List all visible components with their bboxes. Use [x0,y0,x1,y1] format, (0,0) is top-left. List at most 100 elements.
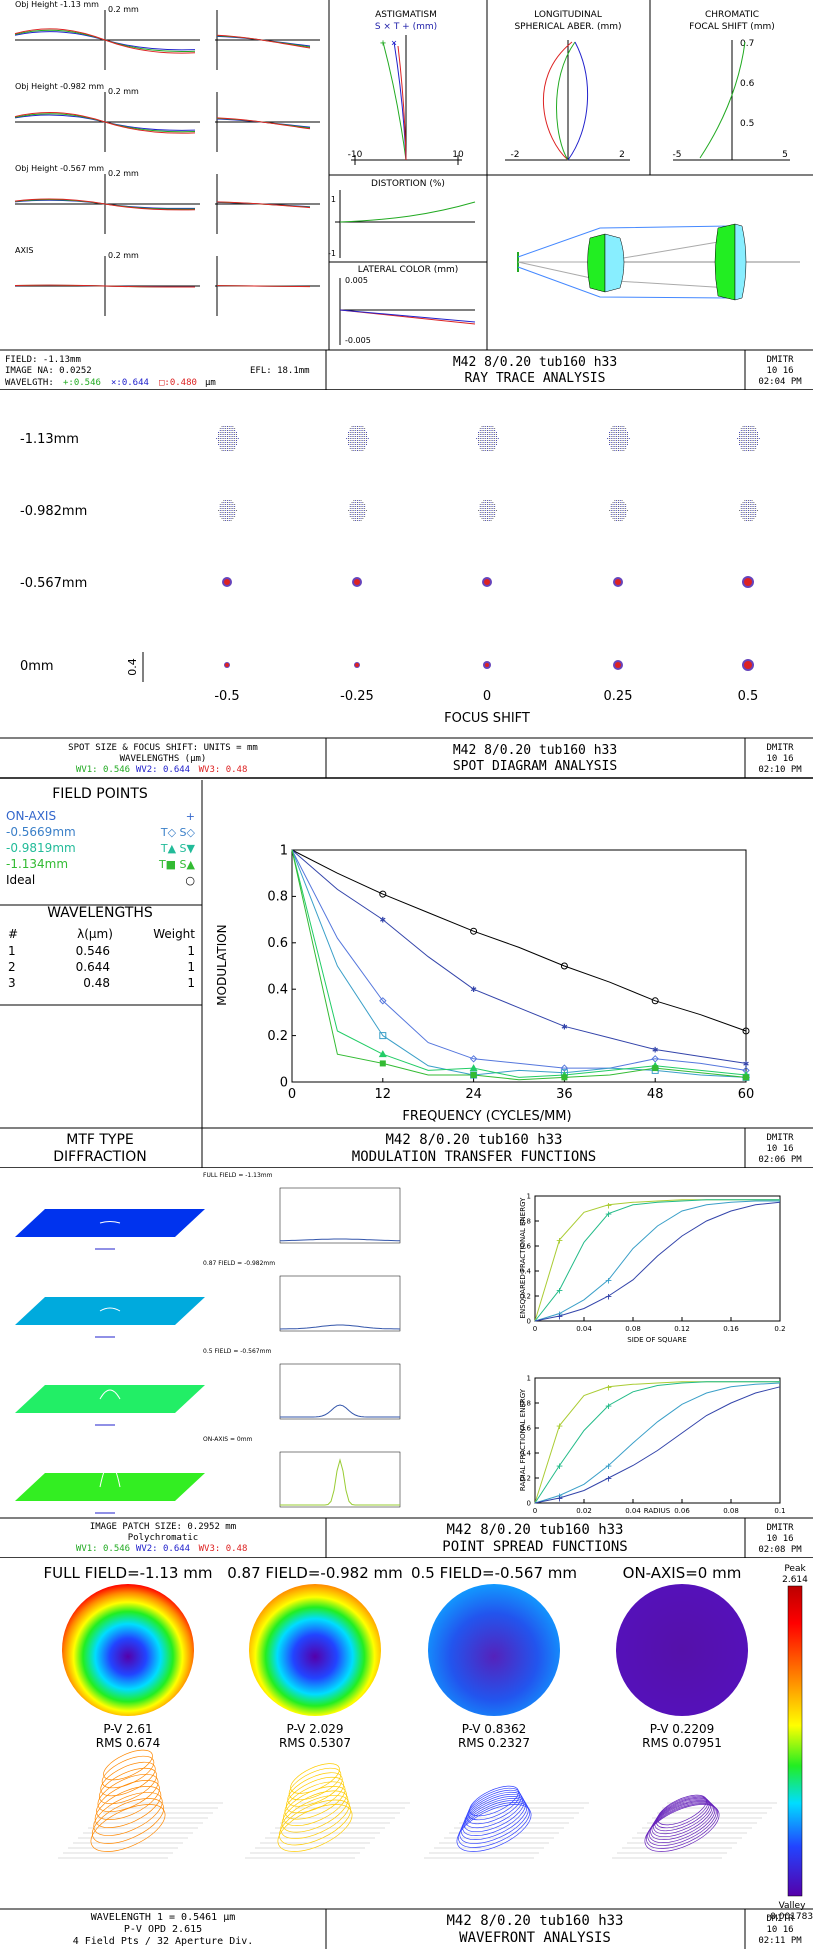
spot-dot [744,510,746,511]
spot-dot [621,502,623,503]
spot-dot [746,436,748,437]
spot-dot [357,510,358,511]
spot-dot [358,514,360,515]
spot-dot [625,506,627,507]
field-point-name: Ideal [6,873,35,887]
spot-dot [612,428,614,429]
chromatic-focal-shift-plot: CHROMATIC FOCAL SHIFT (mm) -5 5 0.7 0.6 … [673,10,790,161]
wf-rms: RMS 0.07951 [642,1736,722,1750]
wf-footer-line2: P-V OPD 2.615 [124,1924,202,1935]
astig-plus-mark: + [380,38,386,49]
spot-dot [618,432,619,433]
wf-field-title: 0.5 FIELD=-0.567 mm [411,1564,577,1582]
spot-dot [230,502,232,503]
spot-dot [362,430,364,431]
spot-dot [232,516,234,517]
spot-dot [627,510,628,511]
spot-dot [744,430,746,431]
spot-dot [623,428,625,429]
spot-dot [749,512,751,513]
spot-dot [219,512,221,513]
data-point [379,1032,387,1040]
spot-dot [357,440,358,441]
spot-dot [223,442,225,443]
spot-dot [748,440,749,441]
spot-dot [744,438,746,439]
spot-dot [616,446,618,447]
spot-dot [358,440,360,441]
field-point-name: -1.134mm [6,857,68,871]
spot-dot [485,520,487,521]
spot-dot [483,518,485,519]
spot-dot [488,518,490,519]
spot-dot [360,438,362,439]
spot-dot [355,510,357,511]
spot-dot [492,512,494,513]
spot-dot [230,514,232,515]
spot-dot [757,436,758,437]
data-point: + [556,1308,563,1321]
spot-dot [744,442,746,443]
spot-dot [225,508,227,509]
colorbar-gradient [787,1585,803,1897]
data-point [470,1072,477,1079]
spot-dot [483,448,485,449]
field-points-legend: FIELD POINTS ON-AXIS + -0.5669mm T◇ S◇ -0.98… [6,786,196,887]
spot-dot [488,446,490,447]
spot-dot [740,446,742,447]
spot-dot [494,440,496,441]
field-point-marks: T▲ S▼ [160,842,196,855]
spot-dot [483,440,485,441]
spot-dot [490,502,492,503]
spot-dot [221,510,223,511]
data-point: + [556,1284,563,1297]
spot-dot [623,502,625,503]
spot-dot [751,432,753,433]
spot-dot [355,444,357,445]
spot-dot [476,438,478,439]
spot-dot [609,432,610,433]
spot-dot [360,508,362,509]
spot-dot [360,436,362,437]
data-point [379,997,387,1005]
spot-dot [485,512,487,513]
spot-dot [232,510,234,511]
spot-dot [492,430,494,431]
spot-dot [227,440,228,441]
spot-core [744,578,752,586]
spot-dot [358,520,360,521]
spot-dot [749,438,751,439]
spot-dot [360,510,362,511]
spot-dot [348,442,349,443]
spot-dot [351,426,353,427]
spot-dot [225,506,227,507]
spot-dot [618,440,619,441]
spot-dot [751,508,753,509]
spot-dot [621,504,623,505]
psf-profile-frame [279,1275,401,1332]
spot-dot [225,520,227,521]
wl-value: 0.546 [76,944,110,958]
spot-dot [487,438,488,439]
spot-dot [748,512,749,513]
spot-dot [488,428,490,429]
spot-dot [221,518,223,519]
spot-core [485,663,489,667]
spot-dot [364,436,366,437]
astig-tick-max: 10 [452,150,464,160]
spot-dot [614,430,616,431]
spot-dot [223,512,225,513]
spot-dot [228,516,230,517]
spot-dot [744,518,746,519]
spot-dot [618,506,619,507]
tangential-fan-curve [14,198,196,211]
spot-dot [481,506,483,507]
spot-dot [227,426,228,427]
spot-dot [746,506,748,507]
spot-dot [494,448,496,449]
spot-dot [492,448,494,449]
spot-dot [225,510,227,511]
footer-date: 10 16 [766,366,793,376]
spot-xlabel: FOCUS SHIFT [444,711,530,726]
spot-dot [753,514,755,515]
